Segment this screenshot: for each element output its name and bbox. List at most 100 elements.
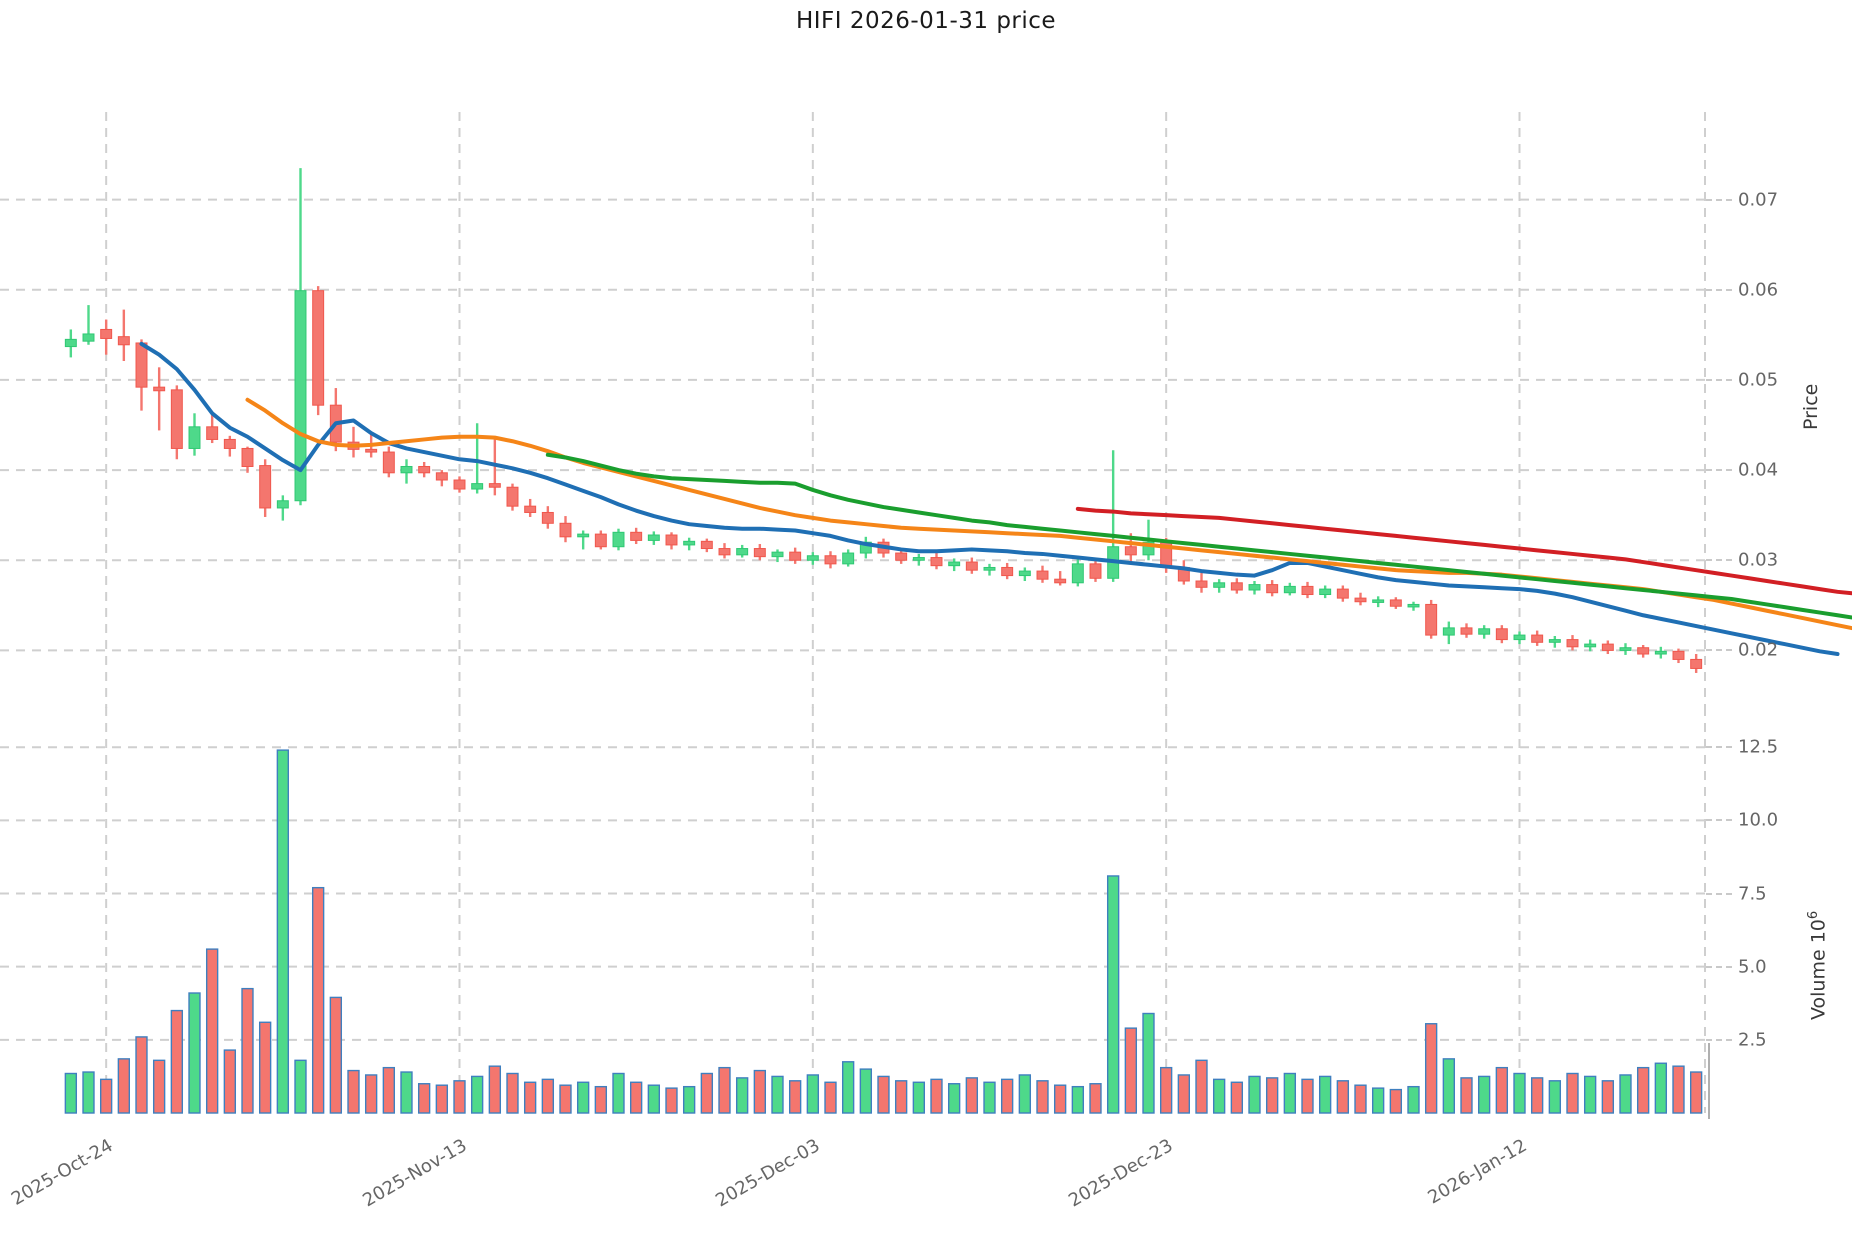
candle-body [736, 548, 749, 556]
price-tick-label: 0.03 [1738, 549, 1779, 571]
candle-body [541, 511, 554, 524]
candle-body [1513, 634, 1526, 641]
candle-body [82, 333, 95, 342]
volume-tick-label: 12.5 [1738, 736, 1779, 758]
volume-bar [629, 1081, 643, 1114]
volume-bar [1106, 875, 1120, 1114]
volume-bar [1371, 1087, 1385, 1114]
volume-bar [364, 1074, 378, 1114]
volume-bar [718, 1066, 731, 1114]
candle-body [753, 548, 766, 558]
volume-bar [1460, 1077, 1473, 1114]
candle-body [577, 533, 590, 538]
candle-body [789, 551, 802, 561]
volume-axis-label-exponent: 6 [1806, 910, 1821, 920]
volume-bar [1248, 1075, 1261, 1114]
candle-body [1548, 639, 1561, 643]
candle-body [594, 533, 607, 548]
volume-bar [294, 1059, 307, 1114]
candle-body [912, 557, 925, 561]
candle-body [223, 438, 236, 449]
volume-bar [1654, 1062, 1668, 1114]
volume-bar [965, 1077, 979, 1114]
volume-bar [152, 1059, 166, 1114]
candle-body [1531, 634, 1544, 643]
candle-body [806, 555, 819, 561]
volume-bar [594, 1085, 608, 1114]
volume-bar [1601, 1080, 1615, 1114]
volume-bar [1212, 1078, 1226, 1114]
volume-bar [1195, 1059, 1208, 1114]
candle-body [365, 448, 378, 453]
volume-bar [647, 1084, 661, 1114]
ma-line [245, 397, 1852, 631]
volume-bar [894, 1080, 908, 1114]
candle-body [1230, 582, 1243, 591]
volume-series [64, 749, 1703, 1114]
price-tick-dash [1706, 378, 1732, 381]
candle-body [895, 552, 908, 561]
volume-bar [735, 1077, 749, 1114]
volume-bar [241, 987, 254, 1114]
volume-bar [1018, 1074, 1032, 1114]
price-tick-label: 0.05 [1738, 369, 1779, 391]
candle-body [630, 531, 643, 541]
price-tick-label: 0.07 [1738, 189, 1779, 211]
gridlines [0, 112, 1706, 1113]
volume-bar [1265, 1077, 1279, 1114]
candle-body [1213, 582, 1226, 588]
volume-bar [1495, 1066, 1509, 1114]
volume-bar [400, 1071, 413, 1114]
volume-bar [682, 1085, 696, 1114]
price-tick-dash [1706, 198, 1732, 201]
volume-bar [1142, 1012, 1155, 1114]
candle-body [1283, 585, 1296, 594]
candle-body [1389, 599, 1402, 607]
candle-body [1495, 628, 1508, 641]
volume-bar [1566, 1072, 1579, 1114]
volume-bar [841, 1061, 855, 1114]
volume-tick-dash [1706, 892, 1732, 895]
volume-bar [223, 1049, 237, 1114]
candle-body [400, 465, 413, 474]
candle-body [64, 338, 77, 348]
price-tick-dash [1706, 469, 1732, 472]
price-tick-label: 0.04 [1738, 459, 1779, 481]
volume-bar [612, 1072, 625, 1114]
price-axis-label: Price [1800, 383, 1822, 430]
volume-tick-dash [1706, 1038, 1732, 1041]
candle-body [647, 534, 660, 541]
volume-bar [276, 749, 290, 1114]
candle-body [1354, 597, 1367, 603]
volume-bar [788, 1080, 802, 1114]
candle-body [153, 386, 166, 392]
candle-body [824, 555, 837, 565]
volume-bar [753, 1069, 767, 1114]
volume-bar [1177, 1074, 1191, 1114]
candle-body [700, 540, 713, 550]
candle-body [1054, 578, 1067, 584]
volume-axis-label-text: Volume 10 [1807, 919, 1830, 1020]
candle-body [1442, 627, 1455, 636]
candle-body [488, 483, 501, 488]
volume-bar [82, 1071, 95, 1114]
volume-bar [1053, 1084, 1067, 1114]
volume-bar [311, 886, 325, 1114]
volume-bar [205, 948, 219, 1114]
candle-body [382, 451, 395, 474]
candle-body [524, 505, 537, 513]
candle-body [1460, 627, 1473, 635]
volume-bar [347, 1069, 360, 1114]
volume-bar [1636, 1066, 1650, 1114]
volume-bar [1336, 1080, 1350, 1114]
page-title: HIFI 2026-01-31 price [795, 8, 1057, 34]
volume-tick-label: 2.5 [1738, 1029, 1767, 1051]
volume-bar [806, 1074, 820, 1114]
volume-bar [1672, 1065, 1685, 1114]
volume-bar [1424, 1023, 1438, 1114]
candle-body [1248, 584, 1261, 591]
candle-body [1425, 603, 1438, 636]
candle-body [135, 342, 148, 388]
